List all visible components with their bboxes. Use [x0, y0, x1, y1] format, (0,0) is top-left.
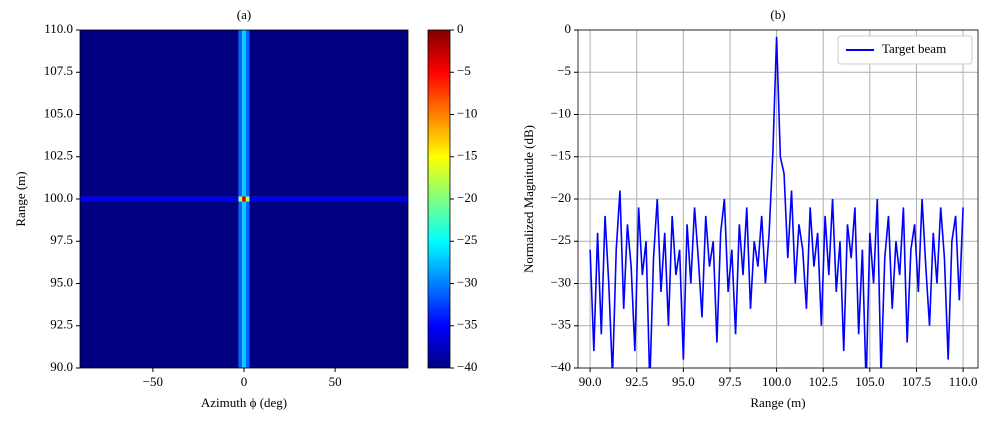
heatmap-cell: [249, 201, 408, 368]
colorbar-tick-label: −20: [457, 190, 477, 205]
y-tick-label: 102.5: [44, 148, 73, 163]
y-tick-label: −5: [557, 63, 571, 78]
heatmap-cell: [238, 201, 243, 368]
heatmap-cell: [80, 196, 239, 202]
heatmap-cell: [80, 30, 239, 197]
y-tick-label: 97.5: [50, 232, 73, 247]
colorbar-tick-label: −40: [457, 359, 477, 374]
legend-label: Target beam: [882, 41, 946, 56]
x-axis-label: Range (m): [750, 395, 805, 410]
x-tick-label: 92.5: [625, 374, 648, 389]
colorbar-tick-label: 0: [457, 21, 464, 36]
heatmap-cell: [242, 30, 246, 197]
y-axis-label: Normalized Magnitude (dB): [521, 125, 536, 273]
axes-frame: [79, 29, 409, 369]
y-axis-label: Range (m): [13, 171, 28, 226]
heatmap-cell: [238, 30, 243, 197]
heatmap-cell: [242, 196, 246, 202]
colorbar-tick-label: −35: [457, 317, 477, 332]
x-axis-label: Azimuth ϕ (deg): [201, 395, 287, 410]
y-tick-label: −30: [551, 274, 571, 289]
x-tick-label: 100.0: [762, 374, 791, 389]
y-tick-label: 110.0: [44, 21, 73, 36]
y-tick-label: −40: [551, 359, 571, 374]
y-tick-label: 105.0: [44, 105, 73, 120]
colorbar-tick-label: −30: [457, 274, 477, 289]
colorbar-tick-label: −25: [457, 232, 477, 247]
heatmap-cell: [249, 30, 408, 197]
y-tick-label: 90.0: [50, 359, 73, 374]
x-tick-label: 105.0: [855, 374, 884, 389]
colorbar: [427, 29, 451, 369]
y-tick-label: 0: [565, 21, 572, 36]
x-tick-label: 90.0: [579, 374, 602, 389]
x-tick-label: 107.5: [902, 374, 931, 389]
y-tick-label: 107.5: [44, 63, 73, 78]
colorbar-tick-label: −10: [457, 105, 477, 120]
y-tick-label: −10: [551, 105, 571, 120]
x-tick-label: 50: [329, 374, 342, 389]
colorbar-tick-label: −5: [457, 63, 471, 78]
y-tick-label: −20: [551, 190, 571, 205]
axes-frame: [577, 29, 979, 369]
x-tick-label: 102.5: [809, 374, 838, 389]
heatmap-cell: [80, 201, 239, 368]
heatmap-cell: [249, 196, 408, 202]
heatmap-cell: [245, 196, 250, 202]
y-tick-label: 92.5: [50, 317, 73, 332]
heatmap-cell: [245, 30, 250, 197]
y-tick-label: 95.0: [50, 274, 73, 289]
x-tick-label: 110.0: [949, 374, 978, 389]
x-tick-label: 97.5: [719, 374, 742, 389]
legend-box: [837, 35, 973, 65]
heatmap-cell: [245, 201, 250, 368]
x-tick-label: 0: [241, 374, 248, 389]
heatmap-cell: [238, 196, 243, 202]
chart-title: (b): [770, 7, 785, 22]
colorbar-tick-label: −15: [457, 148, 477, 163]
x-tick-label: −50: [143, 374, 163, 389]
data-line: [589, 36, 964, 368]
chart-title: (a): [237, 7, 251, 22]
y-tick-label: −15: [551, 148, 571, 163]
y-tick-label: −35: [551, 317, 571, 332]
plot-area: [589, 36, 964, 368]
y-tick-label: 100.0: [44, 190, 73, 205]
y-tick-label: −25: [551, 232, 571, 247]
heatmap-cell: [242, 201, 246, 368]
x-tick-label: 95.0: [672, 374, 695, 389]
